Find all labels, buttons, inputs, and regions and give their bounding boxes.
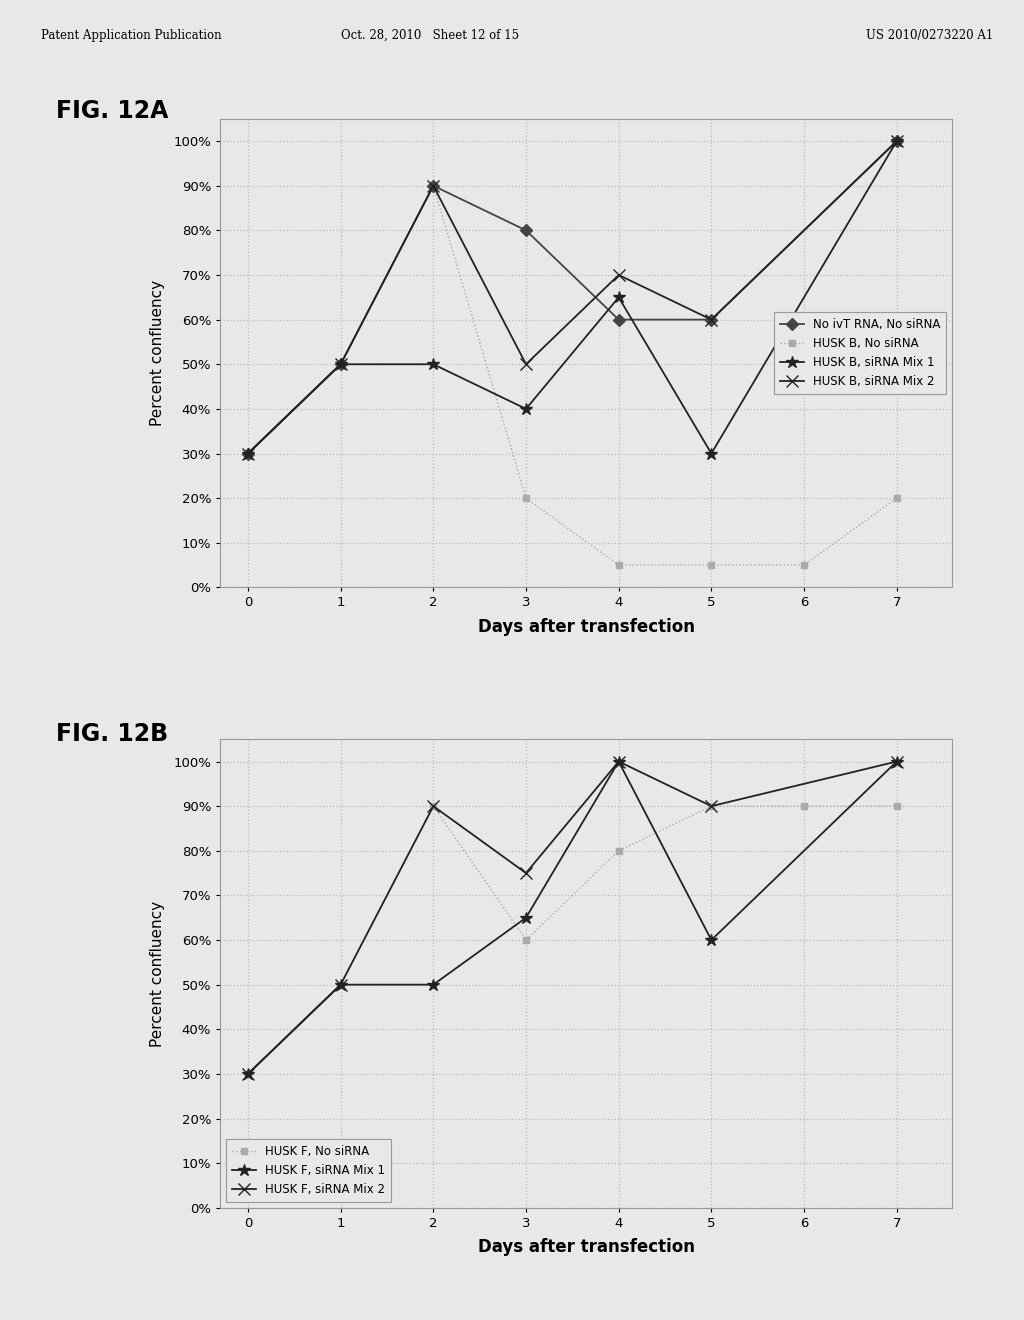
HUSK B, siRNA Mix 2: [706, 312, 718, 327]
HUSK B, siRNA Mix 1: [612, 289, 625, 305]
HUSK F, siRNA Mix 2: [335, 977, 347, 993]
HUSK B, siRNA Mix 1: [335, 356, 347, 372]
Line: HUSK F, siRNA Mix 1: HUSK F, siRNA Mix 1: [242, 755, 903, 1080]
HUSK F, No siRNA: [242, 1067, 254, 1082]
HUSK F, No siRNA: [706, 799, 718, 814]
HUSK B, siRNA Mix 1: [520, 401, 532, 417]
HUSK B, No siRNA: [242, 446, 254, 462]
HUSK B, No siRNA: [891, 490, 903, 506]
No ivT RNA, No siRNA: [520, 223, 532, 239]
HUSK F, siRNA Mix 1: [335, 977, 347, 993]
HUSK B, No siRNA: [427, 178, 439, 194]
Legend: No ivT RNA, No siRNA, HUSK B, No siRNA, HUSK B, siRNA Mix 1, HUSK B, siRNA Mix 2: No ivT RNA, No siRNA, HUSK B, No siRNA, …: [774, 313, 946, 393]
No ivT RNA, No siRNA: [891, 133, 903, 149]
HUSK F, siRNA Mix 2: [891, 754, 903, 770]
HUSK B, siRNA Mix 1: [706, 446, 718, 462]
HUSK B, siRNA Mix 2: [891, 133, 903, 149]
HUSK B, siRNA Mix 1: [427, 356, 439, 372]
HUSK B, siRNA Mix 2: [427, 178, 439, 194]
HUSK F, siRNA Mix 1: [706, 932, 718, 948]
HUSK B, siRNA Mix 2: [520, 356, 532, 372]
Legend: HUSK F, No siRNA, HUSK F, siRNA Mix 1, HUSK F, siRNA Mix 2: HUSK F, No siRNA, HUSK F, siRNA Mix 1, H…: [226, 1139, 391, 1203]
Y-axis label: Percent confluency: Percent confluency: [150, 280, 165, 426]
No ivT RNA, No siRNA: [335, 356, 347, 372]
Text: Oct. 28, 2010   Sheet 12 of 15: Oct. 28, 2010 Sheet 12 of 15: [341, 29, 519, 42]
Text: Patent Application Publication: Patent Application Publication: [41, 29, 221, 42]
Line: HUSK B, siRNA Mix 1: HUSK B, siRNA Mix 1: [242, 135, 903, 459]
HUSK B, No siRNA: [335, 356, 347, 372]
Line: No ivT RNA, No siRNA: No ivT RNA, No siRNA: [244, 137, 901, 458]
HUSK F, siRNA Mix 2: [427, 799, 439, 814]
X-axis label: Days after transfection: Days after transfection: [478, 618, 694, 636]
Text: FIG. 12B: FIG. 12B: [56, 722, 168, 747]
HUSK B, siRNA Mix 2: [612, 267, 625, 282]
HUSK B, No siRNA: [612, 557, 625, 573]
HUSK F, No siRNA: [891, 799, 903, 814]
Line: HUSK B, No siRNA: HUSK B, No siRNA: [245, 182, 900, 569]
HUSK F, siRNA Mix 1: [612, 754, 625, 770]
HUSK F, siRNA Mix 1: [891, 754, 903, 770]
HUSK F, siRNA Mix 2: [520, 865, 532, 880]
No ivT RNA, No siRNA: [706, 312, 718, 327]
HUSK F, siRNA Mix 1: [520, 909, 532, 925]
Text: FIG. 12A: FIG. 12A: [56, 99, 169, 124]
HUSK F, No siRNA: [612, 843, 625, 859]
HUSK B, siRNA Mix 2: [242, 446, 254, 462]
HUSK F, siRNA Mix 1: [427, 977, 439, 993]
Line: HUSK F, No siRNA: HUSK F, No siRNA: [245, 803, 900, 1077]
HUSK F, No siRNA: [335, 977, 347, 993]
No ivT RNA, No siRNA: [427, 178, 439, 194]
HUSK B, No siRNA: [706, 557, 718, 573]
Y-axis label: Percent confluency: Percent confluency: [150, 900, 165, 1047]
HUSK B, siRNA Mix 1: [891, 133, 903, 149]
HUSK B, No siRNA: [798, 557, 810, 573]
HUSK F, No siRNA: [798, 799, 810, 814]
HUSK F, No siRNA: [520, 932, 532, 948]
No ivT RNA, No siRNA: [242, 446, 254, 462]
HUSK F, No siRNA: [427, 799, 439, 814]
HUSK F, siRNA Mix 1: [242, 1067, 254, 1082]
HUSK B, No siRNA: [520, 490, 532, 506]
HUSK B, siRNA Mix 1: [242, 446, 254, 462]
No ivT RNA, No siRNA: [612, 312, 625, 327]
X-axis label: Days after transfection: Days after transfection: [478, 1238, 694, 1257]
Line: HUSK B, siRNA Mix 2: HUSK B, siRNA Mix 2: [243, 136, 902, 459]
HUSK F, siRNA Mix 2: [706, 799, 718, 814]
HUSK F, siRNA Mix 2: [242, 1067, 254, 1082]
HUSK B, siRNA Mix 2: [335, 356, 347, 372]
HUSK F, siRNA Mix 2: [612, 754, 625, 770]
Line: HUSK F, siRNA Mix 2: HUSK F, siRNA Mix 2: [243, 756, 902, 1080]
Text: US 2010/0273220 A1: US 2010/0273220 A1: [866, 29, 993, 42]
